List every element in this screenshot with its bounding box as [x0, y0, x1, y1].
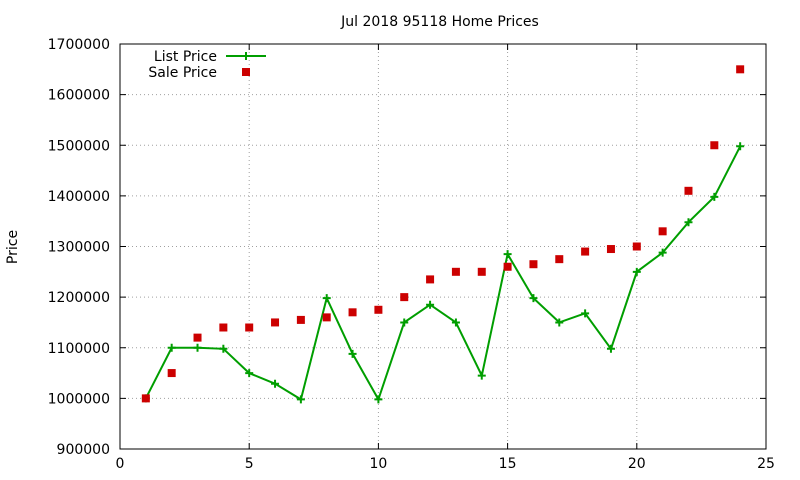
list-price-point	[400, 318, 409, 327]
sale-price-point	[271, 318, 280, 327]
x-tick-label: 15	[499, 456, 517, 472]
sale-price-point	[606, 245, 615, 254]
sale-price-point	[477, 267, 486, 276]
list-price-point	[632, 267, 641, 276]
chart-title: Jul 2018 95118 Home Prices	[340, 14, 539, 30]
x-tick-label: 0	[116, 456, 125, 472]
sale-price-point	[658, 227, 667, 236]
sale-price-point	[555, 255, 564, 264]
list-price-point	[219, 344, 228, 353]
y-tick-label: 1600000	[48, 88, 110, 104]
list-price-point	[581, 309, 590, 318]
list-price-point	[658, 248, 667, 257]
list-price-point	[529, 294, 538, 303]
x-tick-label: 10	[369, 456, 387, 472]
sale-price-point	[322, 313, 331, 322]
sale-price-point	[503, 262, 512, 271]
y-axis-label: Price	[5, 230, 21, 264]
sale-price-point	[348, 308, 357, 317]
x-tick-label: 25	[757, 456, 775, 472]
list-price-point	[426, 300, 435, 309]
y-tick-label: 1500000	[48, 138, 110, 154]
legend-marker-sale-price	[242, 68, 250, 76]
y-tick-label: 1300000	[48, 240, 110, 256]
sale-price-point	[245, 323, 254, 332]
list-price-point	[193, 343, 202, 352]
sale-price-point	[710, 141, 719, 150]
list-price-point	[736, 142, 745, 151]
list-price-point	[271, 379, 280, 388]
sale-price-point	[374, 305, 383, 314]
sale-price-point	[581, 247, 590, 256]
sale-price-point	[141, 394, 150, 403]
list-price-point	[555, 318, 564, 327]
sale-price-point	[529, 260, 538, 269]
series-layer	[141, 65, 745, 404]
list-price-point	[684, 218, 693, 227]
list-price-point	[710, 192, 719, 201]
y-tick-label: 1400000	[48, 189, 110, 205]
sale-price-point	[736, 65, 745, 74]
tick-layer: 0 5 10 15 20 25 900000 1000000 1100000 1200000 130…	[48, 37, 775, 472]
list-price-point	[503, 250, 512, 259]
y-tick-label: 1700000	[48, 37, 110, 53]
sale-price-point	[167, 369, 176, 378]
legend-label-sale-price: Sale Price	[148, 65, 217, 81]
sale-price-point	[632, 242, 641, 251]
x-tick-label: 5	[245, 456, 254, 472]
list-price-point	[451, 318, 460, 327]
sale-price-point	[426, 275, 435, 284]
list-price-point	[348, 349, 357, 358]
sale-price-point	[296, 315, 305, 324]
y-tick-label: 1200000	[48, 290, 110, 306]
legend-label-list-price: List Price	[154, 49, 217, 65]
sale-price-point	[684, 186, 693, 195]
list-price-point	[245, 369, 254, 378]
sale-price-point	[193, 333, 202, 342]
x-tick-label: 20	[628, 456, 646, 472]
list-price-point	[477, 371, 486, 380]
list-price-point	[606, 344, 615, 353]
list-price-point	[296, 395, 305, 404]
sale-price-point	[451, 267, 460, 276]
sale-price-point	[219, 323, 228, 332]
legend: List Price Sale Price	[148, 49, 266, 81]
sale-price-point	[400, 293, 409, 302]
list-price-point	[374, 395, 383, 404]
legend-marker-list-price	[242, 52, 250, 60]
y-tick-label: 1100000	[48, 341, 110, 357]
y-tick-label: 900000	[57, 442, 110, 458]
list-price-point	[322, 294, 331, 303]
y-tick-label: 1000000	[48, 391, 110, 407]
list-price-point	[167, 343, 176, 352]
list-price-line	[144, 145, 742, 402]
